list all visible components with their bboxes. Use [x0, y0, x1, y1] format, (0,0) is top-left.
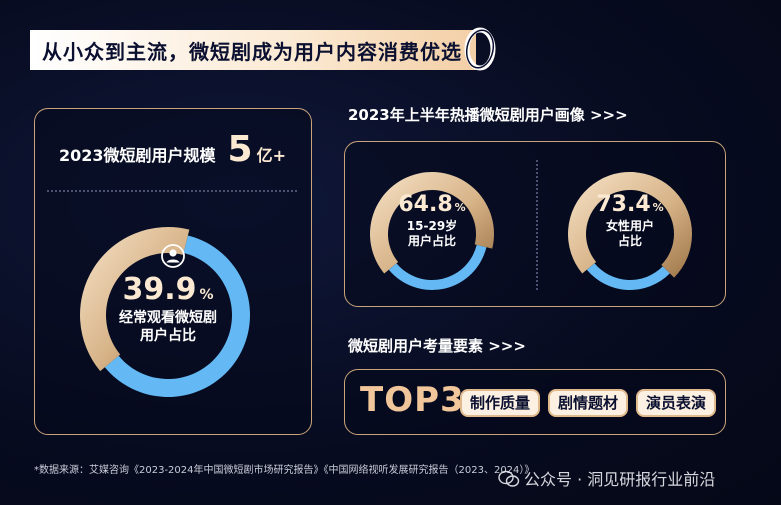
donut-value-arc — [370, 172, 494, 274]
top3-label: TOP3 — [360, 380, 465, 420]
age-caption-1: 15-29岁 — [406, 219, 458, 233]
user-scale-unit: 亿+ — [256, 146, 287, 165]
donut-value-arc — [568, 172, 692, 278]
female-caption-1: 女性用户 — [605, 219, 654, 233]
divider — [47, 190, 297, 192]
section-banner: 从小众到主流，微短剧成为用户内容消费优选 — [30, 30, 476, 70]
donut-chart-frequent-viewers — [80, 226, 250, 397]
age-value: 64.8 — [398, 192, 453, 217]
age-unit: % — [454, 201, 466, 214]
female-value: 73.4 — [596, 192, 651, 217]
donut-remainder-arc — [104, 235, 250, 397]
donut-value-arc — [80, 226, 190, 372]
ring-ornament-icon — [464, 27, 496, 71]
donut-value: 39.9 — [122, 272, 197, 307]
data-source-footnote: *数据来源：艾媒咨询《2023-2024年中国微短剧市场研究报告》《中国网络视听… — [34, 465, 535, 476]
donut-chart-age — [370, 172, 494, 291]
factors-title: 微短剧用户考量要素 >>> — [348, 337, 526, 355]
donut-chart-female — [568, 172, 692, 290]
wechat-watermark: 公众号 · 洞见研报行业前沿 — [498, 466, 715, 490]
tag-production-quality: 制作质量 — [460, 389, 541, 417]
user-icon — [161, 244, 185, 268]
wechat-icon — [498, 470, 520, 487]
tag-actor-performance: 演员表演 — [636, 389, 717, 417]
divider-vertical — [536, 160, 538, 290]
donut-remainder-arc — [586, 263, 670, 290]
donut-caption-2: 用户占比 — [140, 328, 196, 344]
watermark-text: 公众号 · 洞见研报行业前沿 — [524, 470, 716, 489]
user-profile-title: 2023年上半年热播微短剧用户画像 >>> — [348, 106, 628, 124]
donut-label-frequent: 39.9% 经常观看微短剧 用户占比 — [98, 272, 238, 345]
female-unit: % — [652, 201, 664, 214]
donut-label-female: 73.4% 女性用户 占比 — [588, 192, 672, 249]
female-caption-2: 占比 — [617, 234, 642, 248]
donut-remainder-arc — [388, 244, 487, 291]
age-caption-2: 用户占比 — [407, 234, 456, 248]
donut-label-age: 64.8% 15-29岁 用户占比 — [390, 192, 474, 249]
user-scale-label: 2023微短剧用户规模 — [59, 146, 216, 165]
tag-plot-theme: 剧情题材 — [548, 389, 629, 417]
user-scale-row: 2023微短剧用户规模 5 亿+ — [59, 129, 286, 170]
banner-title: 从小众到主流，微短剧成为用户内容消费优选 — [42, 39, 462, 64]
donut-unit: % — [199, 287, 214, 303]
user-scale-value: 5 — [227, 129, 253, 170]
donut-caption-1: 经常观看微短剧 — [119, 310, 217, 326]
